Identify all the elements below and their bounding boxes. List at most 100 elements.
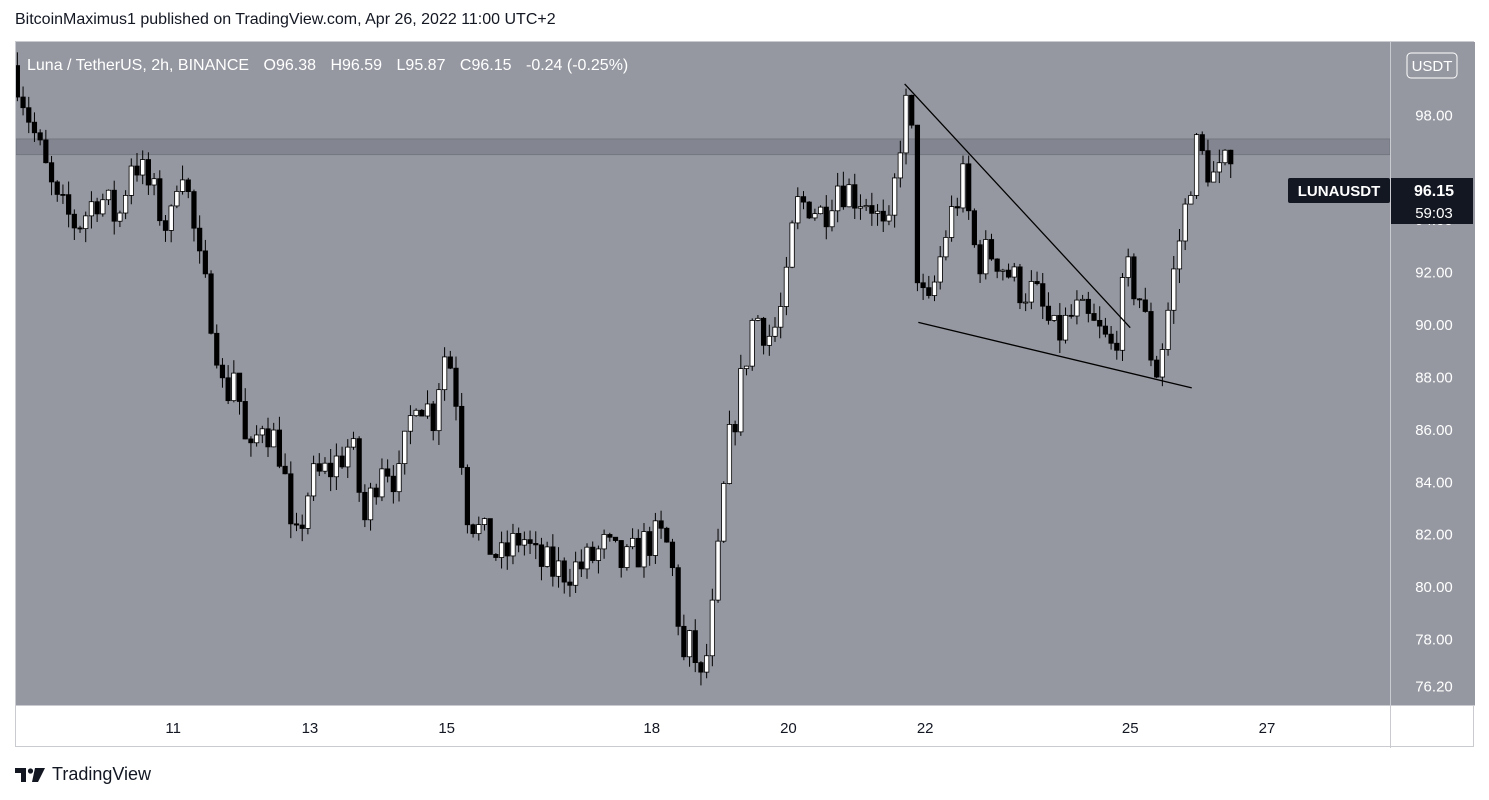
candle-body: [567, 581, 573, 586]
candle-body: [829, 210, 835, 228]
candle-body: [948, 206, 955, 238]
candle-body: [721, 483, 727, 542]
candle-body: [669, 541, 676, 569]
candle-body: [812, 213, 818, 219]
candle-body: [823, 206, 829, 228]
candle-body: [385, 468, 391, 477]
candle-body: [293, 523, 300, 526]
candle-body: [573, 561, 579, 586]
candle-body: [16, 65, 20, 98]
candle-body: [1176, 240, 1183, 270]
candle-body: [618, 540, 624, 568]
candle-body: [168, 205, 174, 231]
candle-body: [1142, 299, 1148, 312]
candle-body: [1188, 195, 1194, 205]
candle-body: [533, 543, 539, 546]
candle-body: [339, 455, 345, 468]
current-price-tag: LUNAUSDT 96.15 59:03: [1288, 178, 1473, 224]
chart-area[interactable]: 98.0094.0092.0090.0088.0086.0084.0082.00…: [15, 41, 1475, 748]
candle-body: [1211, 171, 1217, 183]
candle-body: [874, 210, 881, 214]
candle-body: [869, 205, 875, 214]
candle-body: [1080, 298, 1086, 301]
candle-body: [675, 567, 681, 627]
legend-symbol: Luna / TetherUS, 2h, BINANCE: [27, 57, 249, 74]
candle-body: [943, 237, 949, 258]
candle-body: [265, 428, 271, 448]
time-tick-label: 18: [643, 720, 660, 737]
candle-body: [857, 206, 864, 209]
candle-body: [71, 213, 77, 229]
footer-brand[interactable]: TradingView: [52, 764, 152, 784]
candle-body: [1062, 314, 1069, 341]
candle-body: [521, 539, 527, 546]
candle-body: [1000, 269, 1006, 272]
currency-label: USDT: [1412, 58, 1453, 75]
candle-body: [123, 195, 129, 214]
candle-body: [179, 179, 186, 192]
candle-body: [1114, 342, 1120, 351]
candle-body: [333, 455, 339, 478]
candle-body: [1131, 256, 1137, 300]
tradingview-logo-icon[interactable]: [15, 767, 45, 782]
candle-body: [510, 533, 516, 557]
candlestick-chart[interactable]: 98.0094.0092.0090.0088.0086.0084.0082.00…: [16, 42, 1475, 748]
candle-body: [288, 473, 294, 525]
candle-body: [612, 536, 619, 541]
candle-body: [487, 518, 493, 555]
candle-body: [931, 281, 938, 296]
time-tick-label: 27: [1259, 720, 1276, 737]
price-tick-label: 86.00: [1415, 422, 1453, 439]
legend-open-value: 96.38: [276, 57, 316, 74]
candle-body: [652, 520, 658, 556]
candle-body: [1171, 268, 1177, 311]
candle-body: [83, 215, 89, 230]
time-tick-label: 11: [165, 720, 181, 737]
candle-body: [1222, 149, 1228, 164]
candle-body: [709, 599, 715, 657]
candle-body: [778, 306, 784, 328]
candle-body: [174, 191, 180, 207]
time-tick-label: 15: [438, 720, 455, 737]
price-tick-label: 82.00: [1415, 527, 1453, 544]
candle-body: [977, 244, 983, 275]
price-tick-label: 78.00: [1415, 631, 1453, 648]
candle-body: [322, 462, 328, 472]
legend: Luna / TetherUS, 2h, BINANCE O96.38 H96.…: [27, 57, 628, 74]
candle-body: [601, 534, 607, 550]
currency-button[interactable]: USDT: [1406, 52, 1458, 79]
candle-body: [595, 548, 602, 561]
candle-body: [128, 165, 134, 196]
candle-body: [20, 96, 26, 109]
candle-body: [1193, 134, 1200, 196]
candle-body: [1097, 319, 1103, 327]
candle-body: [231, 372, 237, 402]
candle-body: [1154, 359, 1160, 378]
candle-body: [544, 546, 550, 567]
candle-body: [590, 546, 596, 561]
candle-body: [185, 179, 191, 192]
candle-body: [197, 227, 203, 252]
candle-body: [698, 662, 704, 673]
candle-body: [755, 317, 761, 321]
candle-body: [664, 527, 670, 543]
candle-body: [111, 189, 117, 222]
candle-body: [629, 537, 636, 548]
candle-body: [373, 487, 379, 498]
candle-body: [310, 463, 317, 497]
time-tick-label: 13: [302, 720, 319, 737]
candle-body: [1074, 299, 1080, 317]
candle-body: [390, 475, 396, 493]
candle-body: [248, 438, 254, 444]
candle-body: [413, 409, 419, 417]
legend-high-value: 96.59: [342, 57, 382, 74]
candle-body: [550, 546, 556, 577]
candle-body: [442, 356, 448, 391]
candle-body: [157, 178, 163, 222]
candle-body: [26, 107, 32, 123]
candle-body: [259, 428, 265, 436]
candle-body: [516, 533, 522, 546]
candle-body: [476, 524, 482, 535]
candle-body: [436, 389, 442, 432]
candle-body: [1102, 325, 1109, 335]
